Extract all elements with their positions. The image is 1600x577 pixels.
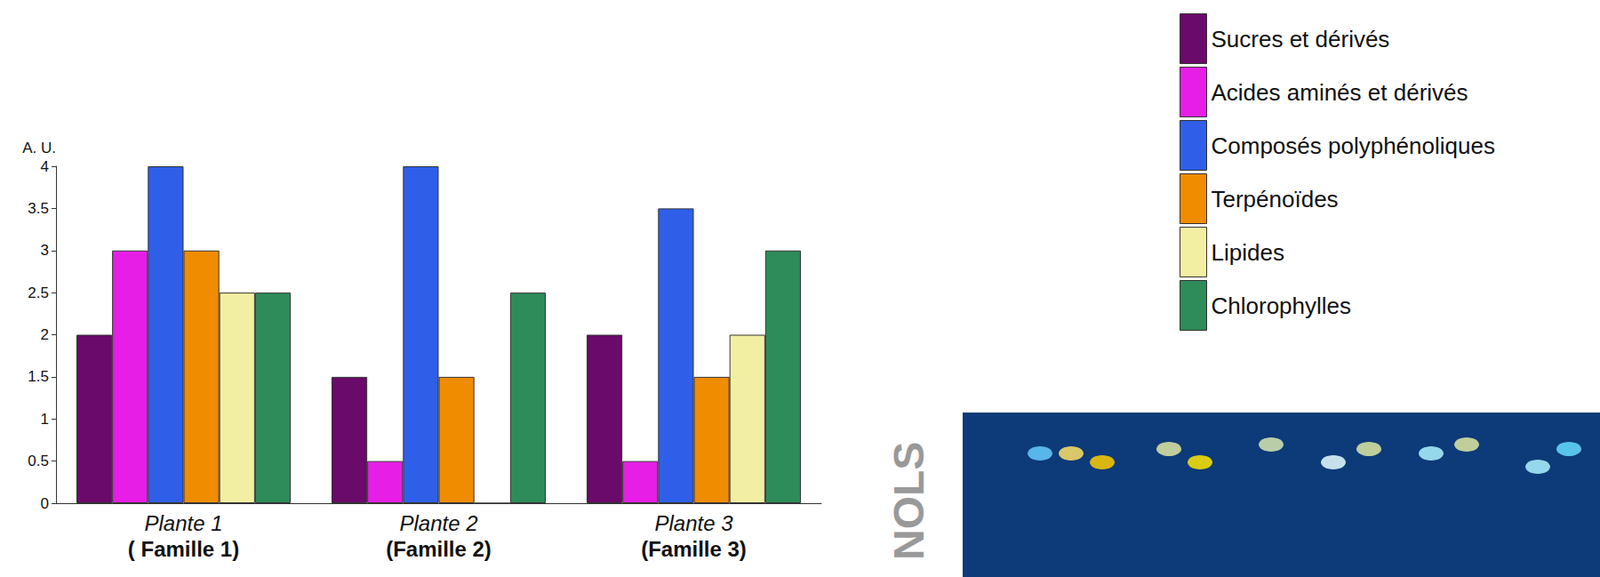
svg-text:3.5: 3.5 <box>27 200 49 217</box>
svg-text:A. U.: A. U. <box>22 139 56 157</box>
svg-text:( Famille 1): ( Famille 1) <box>128 536 240 561</box>
svg-text:1.5: 1.5 <box>27 368 49 385</box>
svg-text:1: 1 <box>40 410 49 428</box>
svg-text:Plante 2: Plante 2 <box>399 511 478 536</box>
svg-text:Plante 1: Plante 1 <box>144 511 223 536</box>
svg-text:0.5: 0.5 <box>27 452 49 470</box>
svg-text:4: 4 <box>40 158 49 176</box>
svg-text:Plante 3: Plante 3 <box>654 511 734 536</box>
svg-text:Chlorophylles: Chlorophylles <box>1211 292 1352 320</box>
svg-text:2: 2 <box>40 326 49 344</box>
svg-text:0: 0 <box>40 495 49 512</box>
svg-text:3: 3 <box>40 241 49 259</box>
svg-text:2.5: 2.5 <box>27 284 49 302</box>
svg-text:(Famille 2): (Famille 2) <box>385 536 492 561</box>
svg-text:(Famille 3): (Famille 3) <box>640 536 747 561</box>
svg-text:Composés polyphénoliques: Composés polyphénoliques <box>1211 132 1496 160</box>
svg-text:Lipides: Lipides <box>1211 239 1285 266</box>
svg-text:NOLS: NOLS <box>885 441 933 560</box>
svg-text:Terpénoïdes: Terpénoïdes <box>1211 185 1339 213</box>
svg-text:Acides aminés et dérivés: Acides aminés et dérivés <box>1211 79 1469 106</box>
svg-text:Sucres et dérivés: Sucres et dérivés <box>1211 25 1391 53</box>
